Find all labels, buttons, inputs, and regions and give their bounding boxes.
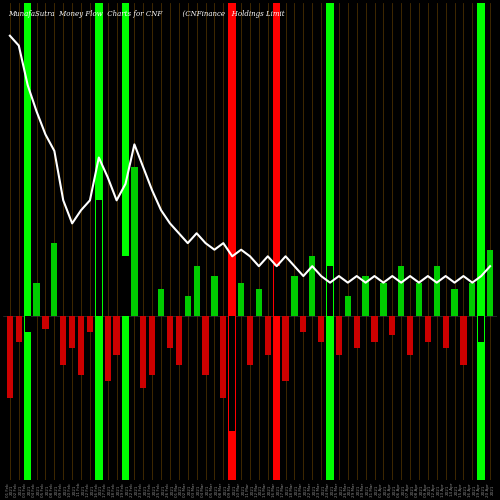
Bar (300, 316, 306, 332)
Bar (460, 316, 466, 365)
Bar (194, 266, 200, 316)
Bar (469, 282, 476, 316)
Bar (122, 3, 130, 480)
Bar (114, 316, 119, 355)
Bar (487, 250, 493, 316)
Bar (478, 316, 484, 342)
Bar (273, 3, 280, 480)
Bar (24, 316, 31, 332)
Bar (7, 316, 13, 398)
Bar (202, 316, 208, 375)
Bar (372, 316, 378, 342)
Bar (398, 266, 404, 316)
Bar (256, 289, 262, 316)
Bar (149, 316, 156, 375)
Bar (407, 316, 413, 355)
Bar (478, 3, 485, 480)
Bar (184, 296, 191, 316)
Bar (452, 289, 458, 316)
Bar (238, 282, 244, 316)
Bar (424, 316, 431, 342)
Bar (354, 316, 360, 348)
Bar (389, 316, 396, 336)
Bar (132, 168, 138, 316)
Bar (442, 316, 449, 348)
Bar (140, 316, 146, 388)
Bar (87, 316, 93, 332)
Bar (247, 316, 253, 365)
Bar (264, 316, 271, 355)
Bar (327, 266, 333, 316)
Bar (96, 200, 102, 316)
Bar (42, 316, 48, 328)
Bar (326, 3, 334, 480)
Bar (362, 276, 368, 316)
Bar (78, 316, 84, 375)
Bar (292, 276, 298, 316)
Bar (228, 3, 236, 480)
Bar (167, 316, 173, 348)
Bar (344, 296, 351, 316)
Bar (318, 316, 324, 342)
Bar (24, 3, 32, 480)
Bar (336, 316, 342, 355)
Bar (60, 316, 66, 365)
Bar (229, 316, 235, 431)
Bar (416, 282, 422, 316)
Bar (51, 243, 58, 316)
Bar (122, 256, 128, 316)
Bar (220, 316, 226, 398)
Bar (212, 276, 218, 316)
Bar (434, 266, 440, 316)
Bar (380, 282, 386, 316)
Bar (95, 3, 102, 480)
Bar (104, 316, 111, 382)
Bar (69, 316, 75, 348)
Bar (34, 282, 40, 316)
Bar (282, 316, 288, 382)
Bar (176, 316, 182, 365)
Text: MunafaSutra  Money Flow  Charts for CNF         (CNFinance   Holdings Limit: MunafaSutra Money Flow Charts for CNF (C… (8, 10, 284, 18)
Bar (309, 256, 316, 316)
Bar (16, 316, 22, 342)
Bar (274, 266, 280, 316)
Bar (158, 289, 164, 316)
